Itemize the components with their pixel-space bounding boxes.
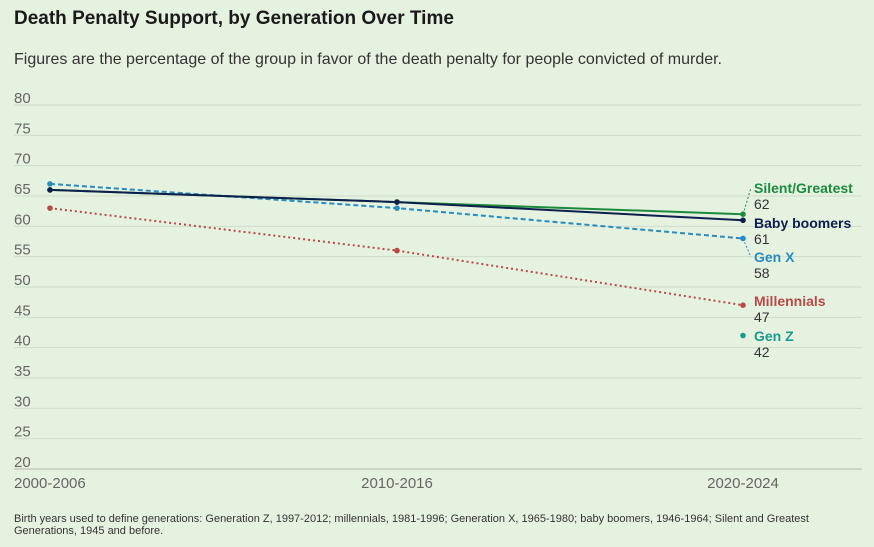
chart-title: Death Penalty Support, by Generation Ove… (14, 8, 454, 29)
y-tick-label: 70 (14, 151, 31, 168)
data-point (47, 181, 53, 187)
x-tick-label: 2000-2006 (14, 475, 86, 492)
y-tick-label: 40 (14, 333, 31, 350)
y-axis-ticks: 20 25 30 35 40 45 50 55 60 65 70 75 80 (14, 90, 31, 471)
series-end-value: 42 (754, 344, 770, 360)
x-axis-ticks: 2000-2006 2010-2016 2020-2024 (14, 475, 779, 492)
series-name-label: Gen Z (754, 328, 794, 344)
data-point (740, 217, 746, 224)
y-tick-label: 45 (14, 302, 31, 319)
data-point (47, 205, 53, 211)
line-chart: 20 25 30 35 40 45 50 55 60 65 70 75 80 2000-2006 2010… (14, 90, 862, 492)
data-point (740, 302, 746, 309)
y-tick-label: 50 (14, 272, 31, 289)
series-end-value: 62 (754, 196, 770, 212)
chart-subtitle: Figures are the percentage of the group … (14, 51, 722, 68)
footnote: Birth years used to define generations: … (14, 513, 809, 537)
leader-line (742, 187, 752, 215)
x-tick-label: 2010-2016 (361, 475, 433, 492)
y-tick-label: 80 (14, 90, 31, 107)
gridlines (14, 104, 862, 470)
data-point (740, 332, 746, 339)
series-line (49, 188, 744, 222)
y-tick-label: 55 (14, 242, 31, 259)
y-tick-label: 20 (14, 454, 31, 471)
series-name-label: Baby boomers (754, 215, 851, 231)
series-name-label: Gen X (754, 249, 795, 265)
y-tick-label: 65 (14, 181, 31, 198)
series-end-value: 58 (754, 265, 770, 281)
data-point (394, 247, 400, 254)
series-name-label: Silent/Greatest (754, 180, 853, 196)
y-tick-label: 75 (14, 120, 31, 137)
data-point (394, 199, 400, 205)
series-points (47, 181, 746, 339)
data-point (47, 187, 53, 193)
leader-line (742, 238, 752, 258)
series-end-value: 47 (754, 309, 770, 325)
y-tick-label: 30 (14, 393, 31, 410)
y-tick-label: 25 (14, 424, 31, 441)
series-end-value: 61 (754, 231, 770, 247)
series-name-label: Millennials (754, 293, 826, 309)
y-tick-label: 35 (14, 363, 31, 380)
y-tick-label: 60 (14, 211, 31, 228)
x-tick-label: 2020-2024 (707, 475, 779, 492)
data-point (394, 205, 400, 211)
series-line (49, 207, 744, 307)
